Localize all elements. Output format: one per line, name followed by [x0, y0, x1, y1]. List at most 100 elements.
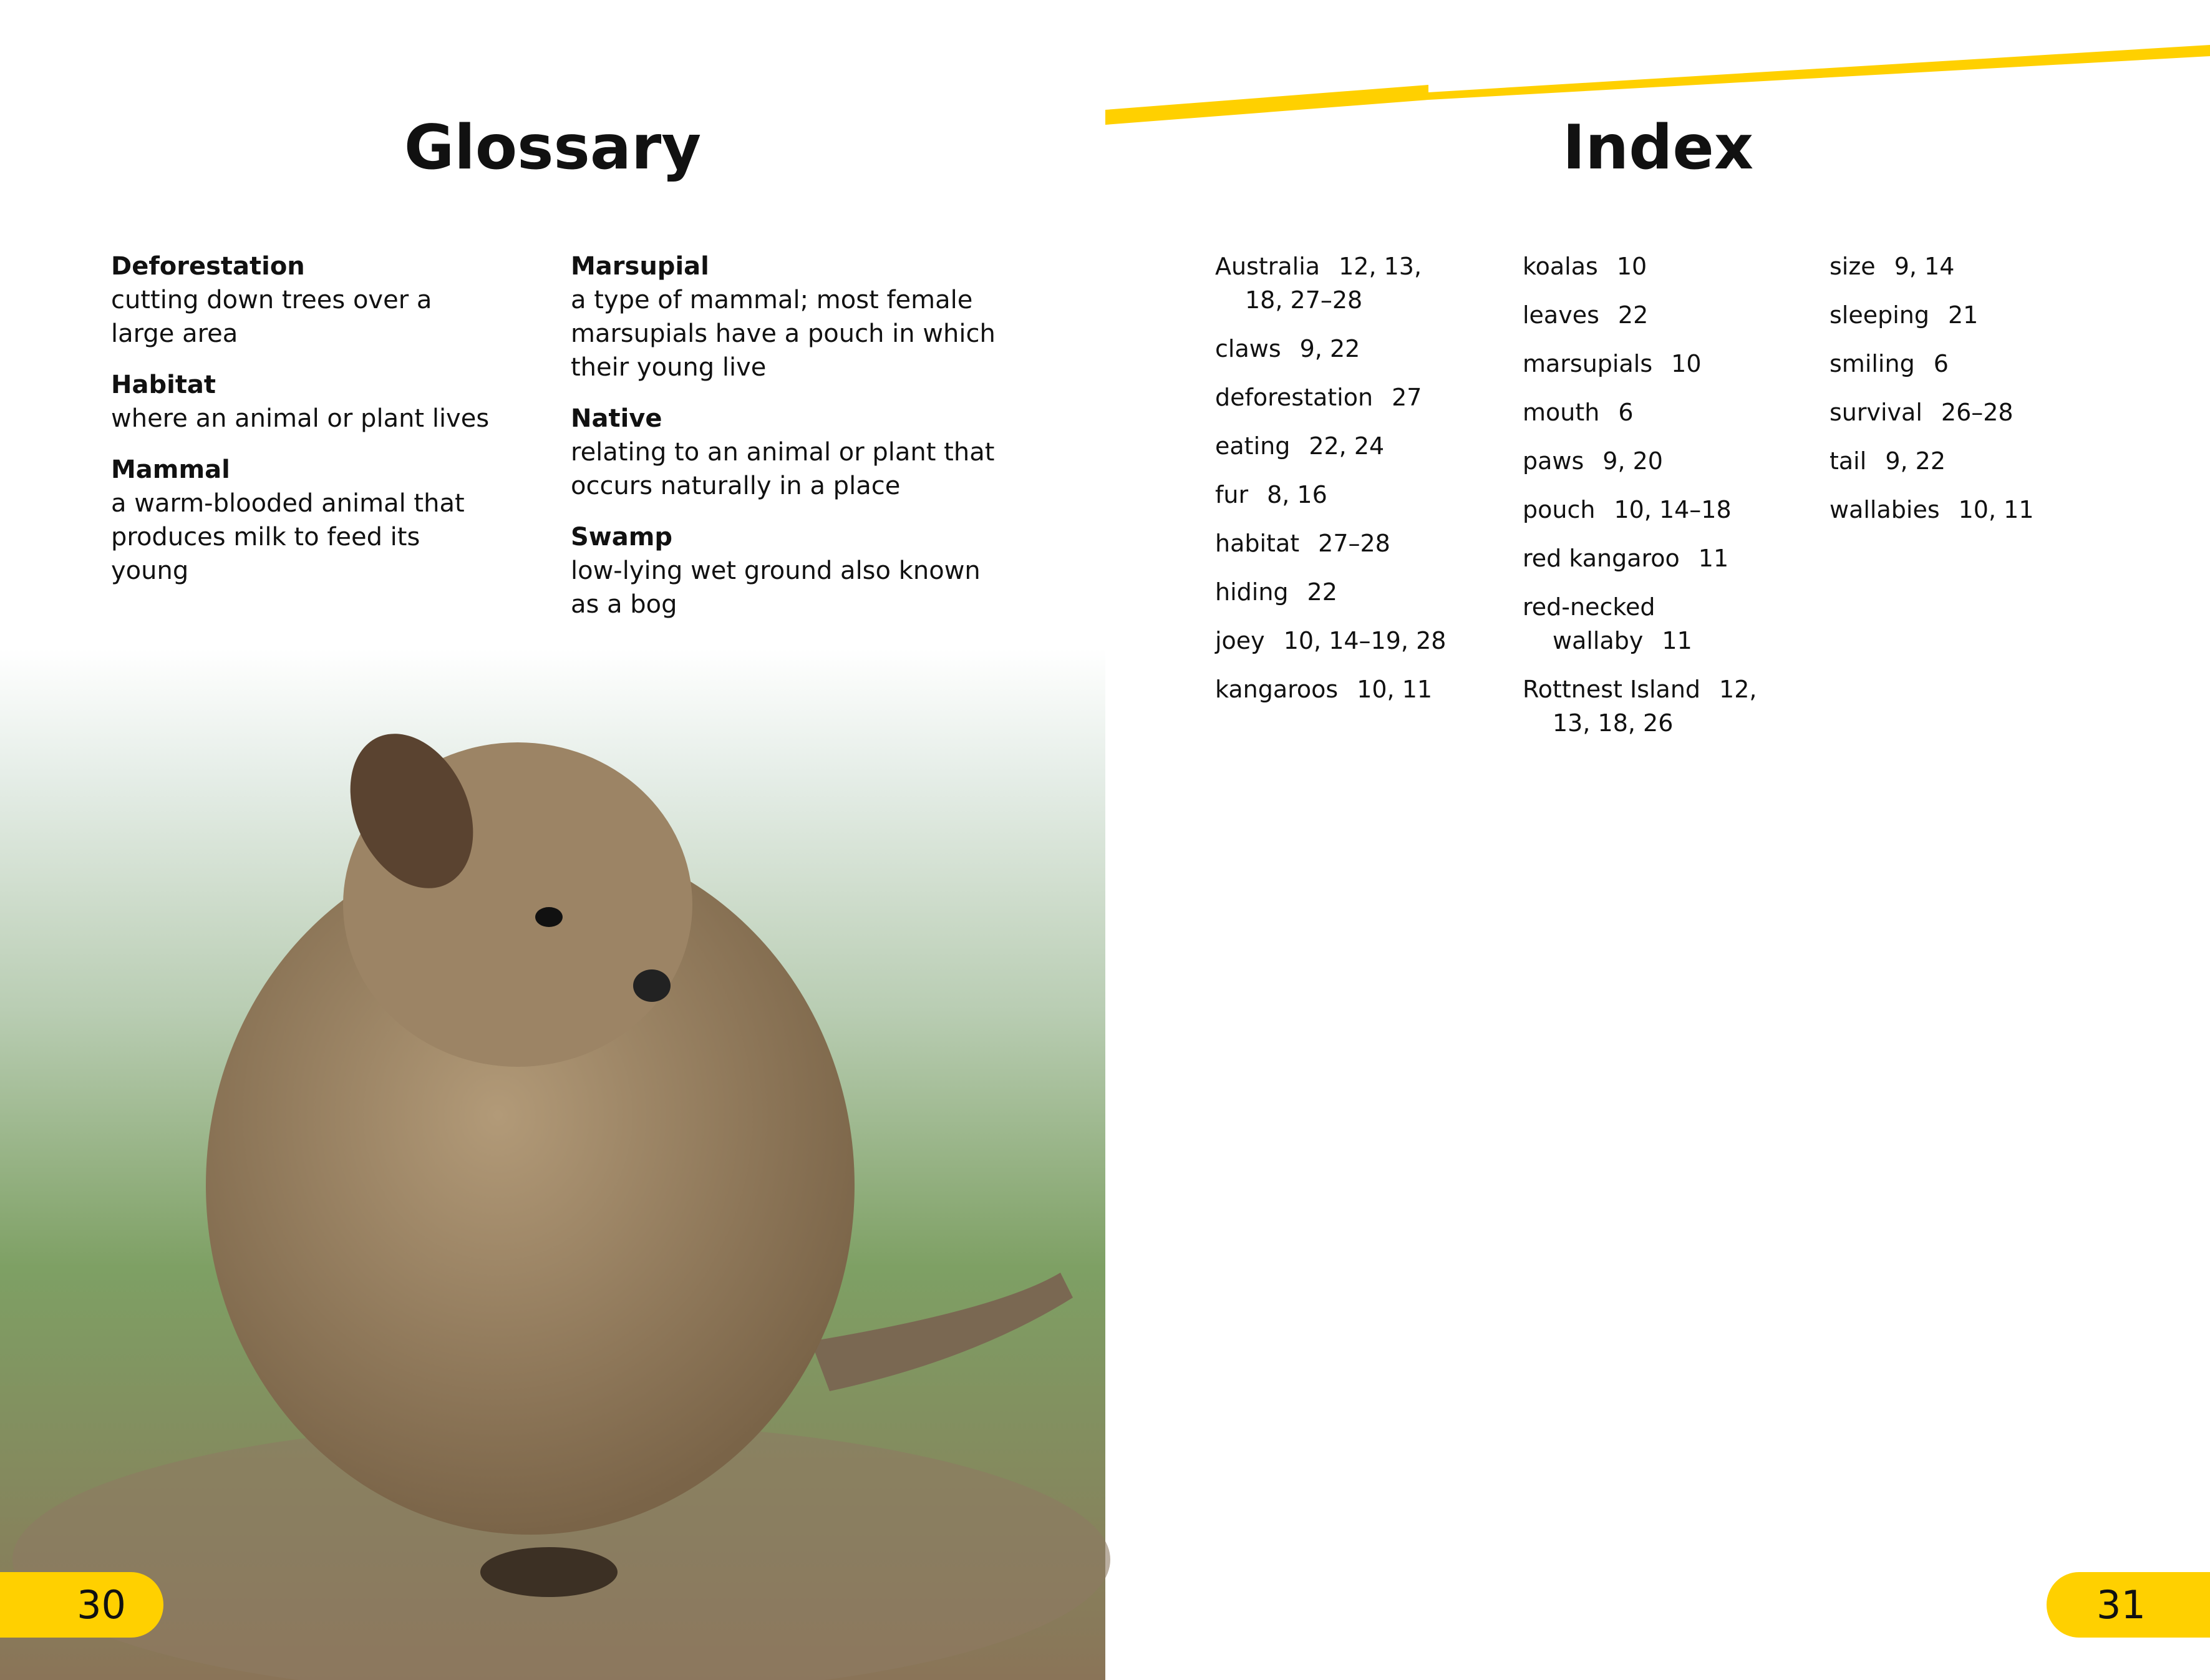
- glossary-column: Deforestation cutting down trees over a l…: [111, 250, 498, 605]
- tail: [811, 1273, 1073, 1391]
- glossary-definition: cutting down trees over a large area: [111, 286, 432, 348]
- index-pages: 9, 14: [1894, 253, 1955, 280]
- index-entry: size 9, 14: [1830, 250, 2079, 283]
- index-term: leaves: [1523, 301, 1599, 329]
- index-term: mouth: [1523, 399, 1600, 426]
- index-pages: 10, 11: [1357, 676, 1433, 703]
- index-term: deforestation: [1215, 384, 1374, 411]
- quokka-ear: [350, 734, 473, 888]
- glossary-entry: Swamp low-lying wet ground also known as …: [571, 520, 1001, 621]
- index-entry: joey 10, 14–19, 28: [1215, 624, 1465, 658]
- index-entry: Rottnest Island 12, 13, 18, 26: [1523, 672, 1772, 740]
- index-entry: mouth 6: [1523, 396, 1772, 429]
- glossary-definition: low-lying wet ground also known as a bog: [571, 556, 981, 619]
- index-term: kangaroos: [1215, 676, 1339, 703]
- page-number: 30: [77, 1582, 126, 1628]
- index-term: red kangaroo: [1523, 545, 1680, 572]
- index-pages: 11: [1662, 627, 1692, 654]
- index-pages: 26–28: [1941, 399, 2014, 426]
- index-pages: 22: [1617, 301, 1649, 329]
- glossary-entry: Native relating to an animal or plant tha…: [571, 402, 1001, 503]
- index-pages: 21: [1948, 301, 1979, 329]
- index-pages: 10: [1616, 253, 1647, 280]
- index-entry: leaves 22: [1523, 298, 1772, 332]
- glossary-term: Deforestation: [111, 252, 305, 281]
- index-pages: 9, 20: [1602, 447, 1663, 475]
- index-term: fur: [1215, 481, 1249, 508]
- index-pages: 12, 13, 18, 27–28: [1245, 253, 1422, 314]
- index-pages: 10, 14–19, 28: [1283, 627, 1447, 654]
- glossary-entry: Habitat where an animal or plant lives: [111, 368, 498, 435]
- index-entry: claws 9, 22: [1215, 332, 1465, 366]
- index-entry: tail 9, 22: [1830, 444, 2079, 478]
- index-pages: 6: [1933, 350, 1949, 377]
- glossary-definition: a type of mammal; most female marsupials…: [571, 286, 996, 382]
- index-entry: red-necked wallaby 11: [1523, 590, 1772, 658]
- index-pages: 10, 14–18: [1614, 496, 1732, 523]
- glossary-column: Marsupial a type of mammal; most female m…: [571, 250, 1001, 639]
- glossary-entry: Marsupial a type of mammal; most female m…: [571, 250, 1001, 384]
- glossary-definition: where an animal or plant lives: [111, 404, 490, 433]
- index-column: size 9, 14 sleeping 21 smiling 6 survival 26–28…: [1830, 250, 2079, 541]
- index-entry: eating 22, 24: [1215, 429, 1465, 463]
- glossary-entry: Mammal a warm-blooded animal that produce…: [111, 453, 498, 588]
- yellow-stripe: [1105, 45, 2210, 125]
- index-column: Australia 12, 13, 18, 27–28 claws 9, 22 defo…: [1215, 250, 1465, 721]
- quokka-foot: [480, 1547, 618, 1597]
- index-pages: 10, 11: [1958, 496, 2034, 523]
- index-term: Australia: [1215, 253, 1321, 280]
- quokka-eye: [535, 907, 563, 927]
- index-entry: habitat 27–28: [1215, 527, 1465, 560]
- index-pages: 22, 24: [1309, 432, 1385, 460]
- glossary-term: Habitat: [111, 371, 216, 399]
- index-term: claws: [1215, 335, 1281, 362]
- index-term: hiding: [1215, 578, 1289, 606]
- index-title: Index: [1562, 112, 1754, 183]
- index-entry: smiling 6: [1830, 347, 2079, 381]
- index-entry: red kangaroo 11: [1523, 541, 1772, 575]
- glossary-title: Glossary: [404, 112, 702, 183]
- index-pages: 27: [1392, 384, 1422, 411]
- page-number-tab: 31: [2047, 1572, 2210, 1638]
- index-pages: 8, 16: [1267, 481, 1327, 508]
- index-term: red-necked wallaby: [1523, 593, 1655, 654]
- index-term: survival: [1830, 399, 1922, 426]
- index-term: Rottnest Island: [1523, 676, 1701, 703]
- index-entry: kangaroos 10, 11: [1215, 672, 1465, 706]
- index-entry: Australia 12, 13, 18, 27–28: [1215, 250, 1465, 317]
- glossary-term: Marsupial: [571, 252, 709, 281]
- index-pages: 9, 22: [1885, 447, 1946, 475]
- index-term: wallabies: [1830, 496, 1940, 523]
- index-entry: deforestation 27: [1215, 381, 1465, 414]
- index-term: pouch: [1523, 496, 1596, 523]
- index-pages: 12, 13, 18, 26: [1553, 676, 1757, 737]
- index-term: eating: [1215, 432, 1291, 460]
- index-column: koalas 10 leaves 22 marsupials 10 mouth 6 paws 9,…: [1523, 250, 1772, 755]
- index-entry: fur 8, 16: [1215, 478, 1465, 512]
- index-term: paws: [1523, 447, 1584, 475]
- index-pages: 22: [1307, 578, 1337, 606]
- glossary-definition: relating to an animal or plant that occu…: [571, 438, 995, 500]
- index-term: marsupials: [1523, 350, 1653, 377]
- page-number: 31: [2096, 1582, 2146, 1628]
- index-term: habitat: [1215, 530, 1300, 557]
- index-pages: 10: [1671, 350, 1702, 377]
- index-entry: pouch 10, 14–18: [1523, 493, 1772, 527]
- index-term: joey: [1215, 627, 1265, 654]
- index-entry: survival 26–28: [1830, 396, 2079, 429]
- index-term: koalas: [1523, 253, 1598, 280]
- index-pages: 11: [1698, 545, 1729, 572]
- glossary-entry: Deforestation cutting down trees over a l…: [111, 250, 498, 351]
- index-term: sleeping: [1830, 301, 1929, 329]
- index-entry: paws 9, 20: [1523, 444, 1772, 478]
- index-term: tail: [1830, 447, 1867, 475]
- index-entry: marsupials 10: [1523, 347, 1772, 381]
- index-entry: hiding 22: [1215, 575, 1465, 609]
- index-entry: wallabies 10, 11: [1830, 493, 2079, 527]
- page-number-tab: 30: [0, 1572, 163, 1638]
- quokka-body: [206, 836, 855, 1535]
- index-entry: koalas 10: [1523, 250, 1772, 283]
- glossary-term: Mammal: [111, 455, 230, 484]
